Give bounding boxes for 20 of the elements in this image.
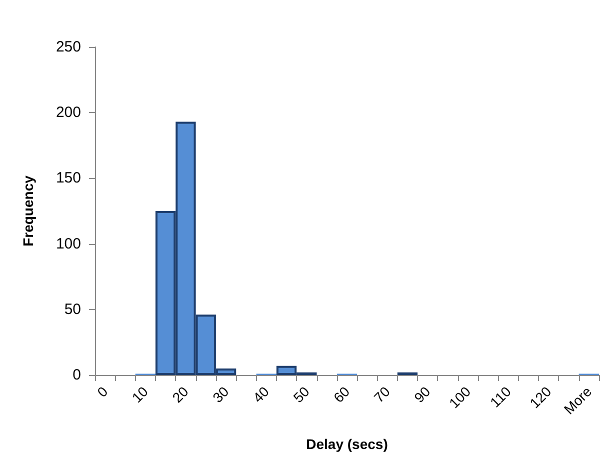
x-tick-label: 0	[94, 383, 111, 400]
x-tick-label: 120	[526, 383, 554, 412]
x-axis-title: Delay (secs)	[306, 436, 388, 452]
x-tick-label: 70	[370, 383, 394, 406]
x-tick-label: 20	[169, 383, 192, 406]
x-tick-label: 100	[446, 383, 474, 412]
y-tick-label: 150	[56, 170, 81, 187]
y-tick-label: 100	[56, 235, 81, 252]
y-tick-label: 250	[56, 38, 81, 56]
x-tick-label: 110	[486, 383, 514, 410]
x-tick-label: 60	[330, 383, 353, 406]
x-tick-label: 30	[209, 383, 232, 406]
y-tick-label: 0	[72, 366, 81, 384]
y-axis-title: Frequency	[20, 175, 36, 246]
x-tick-label: 50	[290, 383, 312, 406]
x-tick-label: 10	[128, 383, 152, 406]
y-tick-label: 50	[64, 300, 81, 318]
y-tick-label: 200	[56, 104, 81, 122]
x-tick-label: 90	[410, 383, 434, 406]
x-tick-label: 40	[250, 383, 272, 406]
